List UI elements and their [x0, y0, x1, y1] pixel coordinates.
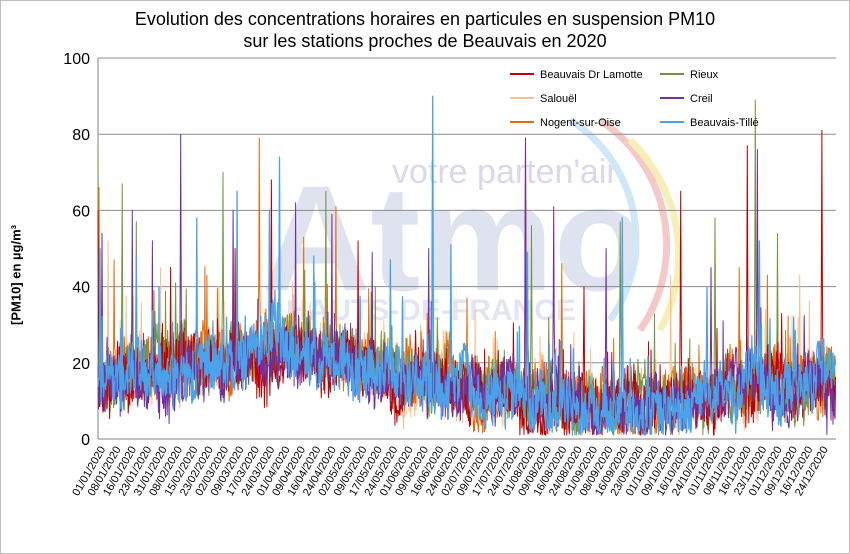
series-line	[97, 95, 837, 436]
y-tick-label: 80	[72, 127, 90, 144]
watermark: votre parten'air Atmo HAUTS-DE-FRANCE	[262, 117, 683, 332]
watermark-tagline: votre parten'air	[392, 153, 618, 191]
legend-label: Beauvais-Tillé	[690, 117, 759, 129]
legend-label: Beauvais Dr Lamotte	[540, 69, 643, 81]
legend-label: Creil	[690, 93, 713, 105]
chart-title-block: Evolution des concentrations horaires en…	[0, 8, 850, 52]
legend-label: Salouël	[540, 93, 577, 105]
y-ticks: 0 20 40 60 80 100	[63, 51, 90, 449]
series-lines	[97, 95, 837, 436]
x-ticks: 01/01/202008/01/202016/01/202023/01/2020…	[70, 445, 831, 499]
y-tick-label: 0	[81, 432, 90, 449]
watermark-arc-red	[598, 117, 671, 332]
legend-label: Rieux	[690, 69, 719, 81]
y-tick-label: 20	[72, 356, 90, 373]
chart-subtitle: sur les stations proches de Beauvais en …	[243, 31, 607, 51]
y-tick-label: 100	[63, 51, 90, 68]
legend: Beauvais Dr Lamotte Rieux Salouël Creil Noge…	[510, 69, 759, 129]
legend-label: Nogent-sur-Oise	[540, 117, 621, 129]
chart-title: Evolution des concentrations horaires en…	[134, 9, 716, 29]
y-tick-label: 40	[72, 280, 90, 297]
watermark-arc-blue	[568, 117, 640, 323]
y-tick-label: 60	[72, 203, 90, 220]
